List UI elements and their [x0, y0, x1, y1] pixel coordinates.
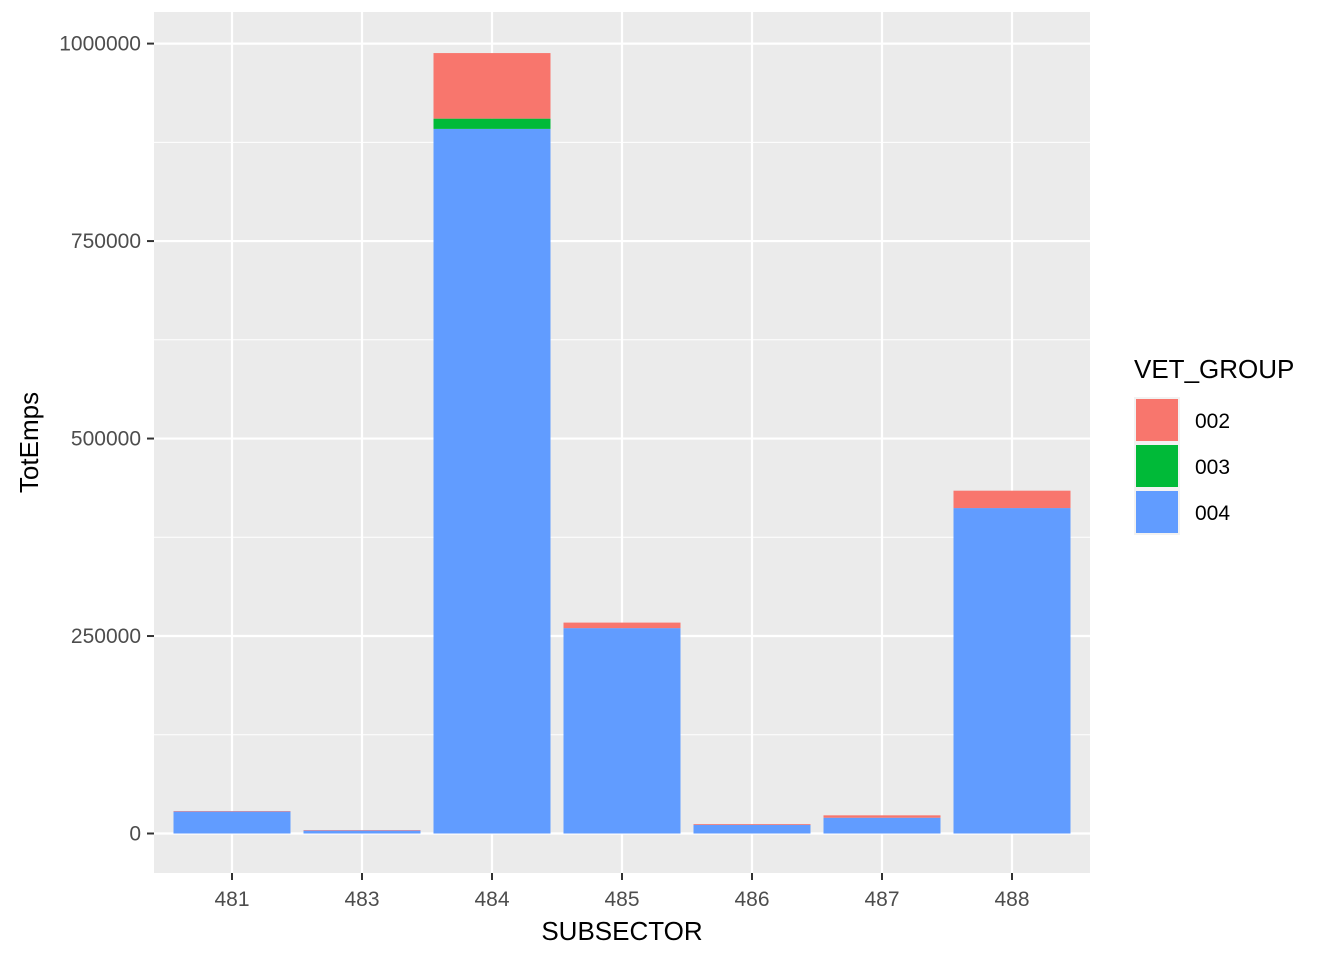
legend-title: VET_GROUP [1134, 354, 1294, 384]
bar-segment-483-002 [303, 830, 421, 831]
x-tick-label: 484 [474, 888, 509, 911]
bar-segment-484-002 [433, 53, 551, 119]
y-tick-label: 0 [129, 823, 141, 846]
y-tick-label: 500000 [71, 428, 141, 451]
x-tick-label: 488 [994, 888, 1029, 911]
y-tick-label: 250000 [71, 625, 141, 648]
bar-segment-481-004 [173, 811, 291, 834]
x-tick-label: 481 [214, 888, 249, 911]
bar-segment-485-002 [563, 622, 681, 629]
x-tick-label: 487 [864, 888, 899, 911]
x-tick-label: 486 [734, 888, 769, 911]
bar-segment-483-004 [303, 830, 421, 834]
legend-label-002: 002 [1195, 410, 1230, 433]
legend-label-004: 004 [1195, 502, 1230, 525]
x-axis: 481 483 484 485 486 487 488 [214, 873, 1030, 911]
y-tick-label: 1000000 [59, 33, 141, 56]
legend-label-003: 003 [1195, 456, 1230, 479]
y-axis-title: TotEmps [14, 392, 44, 493]
legend-swatch-003 [1136, 445, 1178, 487]
bar-segment-487-002 [823, 815, 941, 818]
bar-segment-488-004 [953, 508, 1071, 834]
y-axis: 0 250000 500000 750000 1000000 [59, 33, 154, 846]
bars [173, 53, 1071, 834]
legend-swatch-004 [1136, 491, 1178, 533]
bar-segment-486-004 [693, 824, 811, 834]
bar-segment-481-002 [173, 811, 291, 812]
x-tick-label: 483 [344, 888, 379, 911]
y-tick-label: 750000 [71, 230, 141, 253]
bar-segment-487-004 [823, 817, 941, 834]
bar-segment-485-004 [563, 628, 681, 834]
bar-segment-488-002 [953, 490, 1071, 509]
legend: VET_GROUP 002 003 004 [1134, 354, 1294, 535]
x-axis-title: SUBSECTOR [541, 916, 702, 946]
bar-segment-484-004 [433, 128, 551, 834]
bar-segment-484-003 [433, 118, 551, 129]
x-tick-label: 485 [604, 888, 639, 911]
bar-segment-486-002 [693, 824, 811, 825]
major-gridlines [154, 12, 1090, 873]
legend-swatch-002 [1136, 399, 1178, 441]
